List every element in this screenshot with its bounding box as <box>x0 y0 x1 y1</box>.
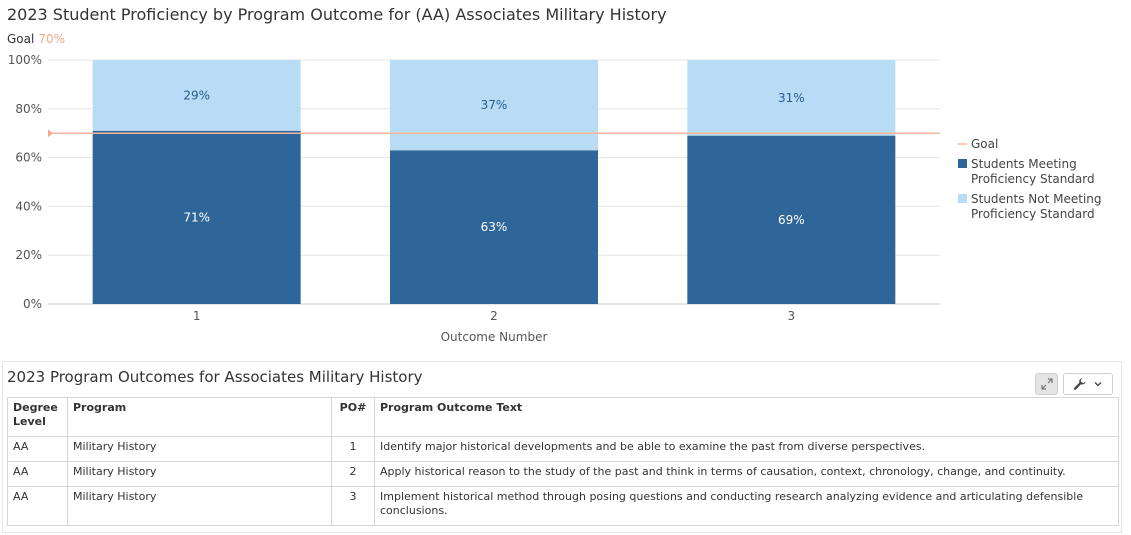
cell-program: Military History <box>67 436 332 462</box>
data-label-meeting: 71% <box>183 210 210 224</box>
table-row: AA Military History 2 Apply historical r… <box>7 461 1119 487</box>
bar-meeting <box>390 150 598 304</box>
data-label-meeting: 69% <box>778 213 805 227</box>
table-row: AA Military History 1 Identify major his… <box>7 436 1119 462</box>
x-tick-label: 2 <box>490 309 498 323</box>
y-tick-label: 0% <box>23 297 42 311</box>
y-tick-label: 40% <box>15 199 42 213</box>
header-degree-line1: Degree <box>13 401 58 414</box>
cell-po: 3 <box>331 486 375 526</box>
expand-button[interactable] <box>1035 373 1058 395</box>
goal-caption-value: 70% <box>38 32 65 46</box>
bar-meeting <box>687 135 896 304</box>
cell-po: 2 <box>331 461 375 487</box>
table-header-row: Degree Level Program PO# Program Outcome… <box>7 397 1119 437</box>
data-label-not-meeting: 31% <box>778 91 805 105</box>
data-label-meeting: 63% <box>481 220 508 234</box>
x-tick-label: 1 <box>193 309 201 323</box>
cell-degree: AA <box>7 436 68 462</box>
header-program[interactable]: Program <box>67 397 332 437</box>
table-title: 2023 Program Outcomes for Associates Mil… <box>7 368 423 386</box>
bar-not-meeting <box>390 60 598 151</box>
bar-meeting <box>92 130 301 304</box>
legend-swatch <box>958 159 967 168</box>
y-tick-label: 80% <box>15 102 42 116</box>
cell-degree: AA <box>7 461 68 487</box>
cell-po: 1 <box>331 436 375 462</box>
data-label-not-meeting: 29% <box>183 88 210 102</box>
cell-outcome-text: Implement historical method through posi… <box>374 486 1119 526</box>
legend-label: Proficiency Standard <box>971 172 1095 186</box>
legend-label: Students Meeting <box>971 157 1077 171</box>
tools-menu-button[interactable] <box>1063 373 1113 395</box>
legend-label: Goal <box>971 137 998 151</box>
x-tick-label: 3 <box>788 309 796 323</box>
legend-label: Proficiency Standard <box>971 207 1095 221</box>
header-degree-line2: Level <box>13 415 46 428</box>
data-label-not-meeting: 37% <box>481 98 508 112</box>
legend-swatch <box>958 194 967 203</box>
chart-title: 2023 Student Proficiency by Program Outc… <box>7 5 667 24</box>
goal-caption-label: Goal <box>7 32 35 46</box>
y-tick-label: 60% <box>15 151 42 165</box>
proficiency-chart: 71% 29% 63% 37% 69% 31% 0% 20% 40% 60% 80% 100% 1 2 3… <box>8 53 1102 344</box>
header-degree-level[interactable]: Degree Level <box>7 397 68 437</box>
wrench-icon <box>1073 378 1086 390</box>
table-row: AA Military History 3 Implement historic… <box>7 486 1119 526</box>
cell-outcome-text: Identify major historical developments a… <box>374 436 1119 462</box>
chevron-down-icon <box>1094 382 1102 387</box>
header-po-number[interactable]: PO# <box>331 397 375 437</box>
y-tick-label: 100% <box>8 53 42 67</box>
cell-outcome-text: Apply historical reason to the study of … <box>374 461 1119 487</box>
bar-not-meeting <box>92 60 301 131</box>
legend-label: Students Not Meeting <box>971 192 1102 206</box>
goal-marker <box>48 129 53 138</box>
bar-not-meeting <box>687 60 896 136</box>
y-tick-label: 20% <box>15 248 42 262</box>
header-program-outcome-text[interactable]: Program Outcome Text <box>374 397 1119 437</box>
outcomes-table: Degree Level Program PO# Program Outcome… <box>7 397 1119 526</box>
cell-program: Military History <box>67 486 332 526</box>
cell-program: Military History <box>67 461 332 487</box>
x-axis-label: Outcome Number <box>441 330 548 344</box>
expand-icon <box>1040 378 1053 390</box>
program-outcomes-panel: 2023 Program Outcomes for Associates Mil… <box>2 361 1122 533</box>
goal-caption: Goal 70% <box>7 32 65 46</box>
cell-degree: AA <box>7 486 68 526</box>
